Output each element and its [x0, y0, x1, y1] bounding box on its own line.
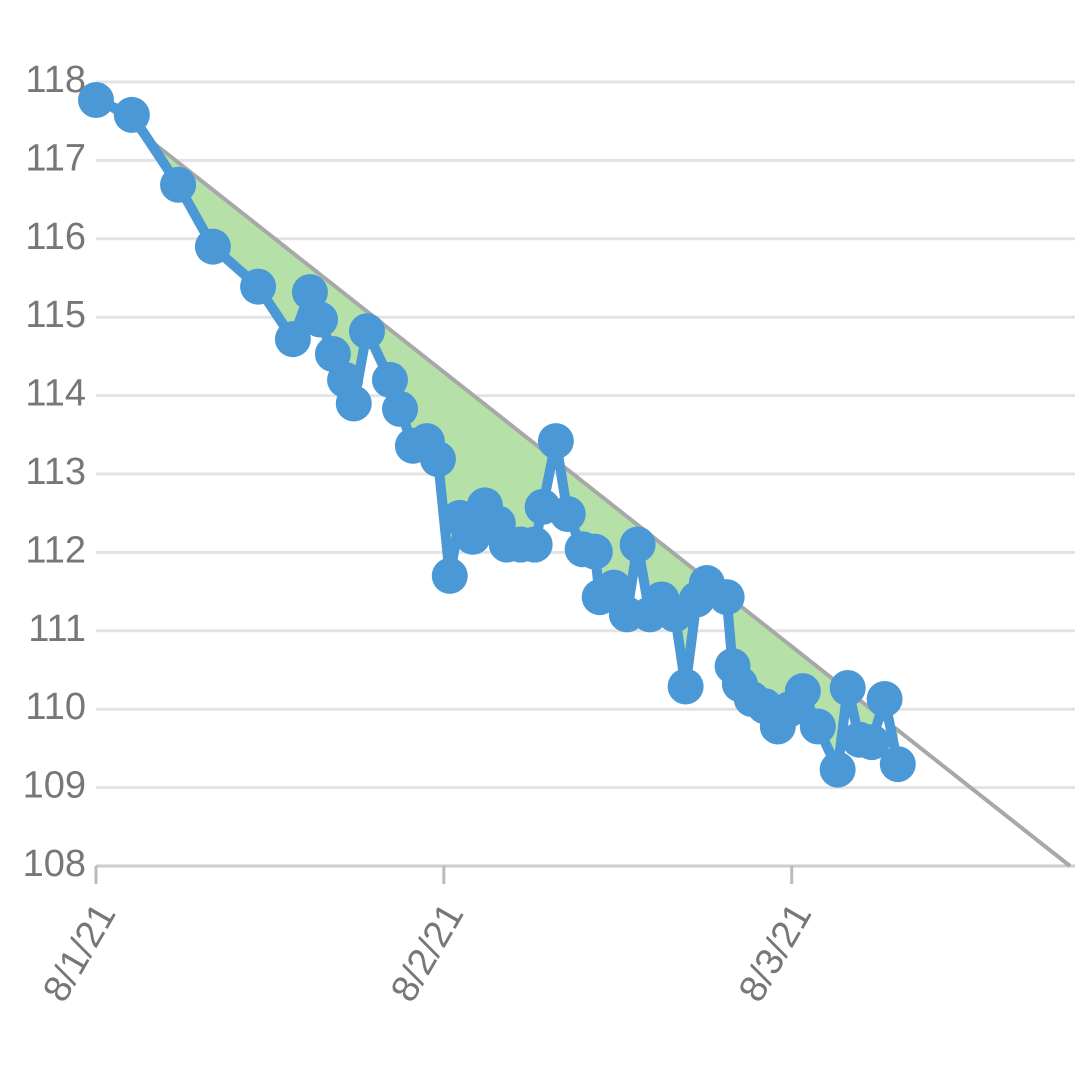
y-tick-label: 112	[25, 529, 86, 571]
data-point	[382, 390, 419, 427]
data-point	[291, 274, 328, 311]
data-point	[194, 228, 231, 265]
data-point	[335, 385, 372, 422]
data-point	[274, 321, 311, 358]
data-point	[879, 746, 916, 783]
y-tick-label: 116	[25, 216, 86, 258]
y-tick-label: 114	[25, 373, 86, 415]
data-point	[576, 533, 613, 570]
x-tick-label: 8/1/21	[35, 897, 124, 1010]
data-point	[371, 361, 408, 398]
gap-area	[96, 97, 898, 770]
x-tick-label: 8/3/21	[731, 897, 820, 1010]
data-point	[595, 569, 632, 606]
data-point	[348, 313, 385, 350]
data-point	[431, 557, 468, 594]
y-tick-label: 113	[25, 451, 86, 493]
y-tick-label: 117	[25, 137, 86, 179]
data-point	[784, 673, 821, 710]
y-tick-label: 110	[25, 686, 86, 728]
data-point	[667, 668, 704, 705]
data-point	[516, 526, 553, 563]
x-tick-label: 8/2/21	[383, 897, 472, 1010]
data-point	[829, 670, 866, 707]
data-point	[419, 441, 456, 478]
data-point	[302, 301, 339, 338]
y-tick-label: 109	[23, 765, 86, 807]
y-tick-label: 108	[23, 843, 86, 885]
data-point	[819, 751, 856, 788]
data-point	[113, 96, 150, 133]
y-tick-label: 111	[28, 608, 86, 650]
data-point	[853, 724, 890, 761]
trend-line	[94, 96, 1072, 868]
data-point	[78, 82, 114, 119]
data-point	[160, 166, 197, 203]
data-point	[708, 579, 745, 616]
data-point	[866, 681, 903, 718]
data-point	[619, 526, 656, 563]
data-point	[549, 495, 586, 532]
data-point	[537, 423, 574, 460]
data-point	[799, 708, 836, 745]
data-point	[240, 268, 277, 305]
y-tick-label: 115	[25, 294, 86, 336]
y-tick-label: 118	[25, 59, 86, 101]
